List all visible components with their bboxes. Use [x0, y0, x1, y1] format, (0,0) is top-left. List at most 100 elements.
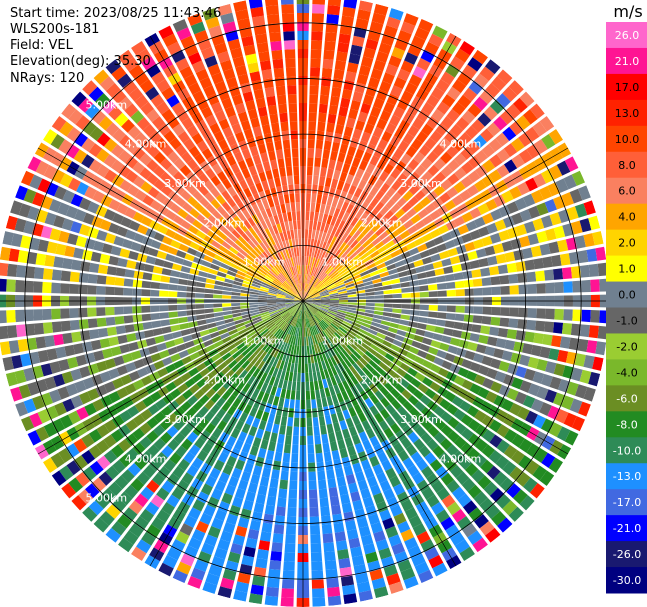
- gate-cell: [37, 349, 49, 363]
- gate-cell: [309, 76, 320, 86]
- gate-cell: [414, 561, 430, 575]
- gate-cell: [288, 289, 297, 296]
- gate-cell: [583, 354, 595, 369]
- gate-cell: [221, 201, 232, 212]
- gate-cell: [303, 309, 306, 319]
- gate-cell: [280, 284, 289, 291]
- gate-cell: [363, 123, 375, 135]
- gate-cell: [275, 233, 282, 243]
- gate-cell: [320, 296, 330, 299]
- gate-cell: [253, 398, 262, 409]
- gate-cell: [393, 483, 406, 496]
- gate-cell: [76, 181, 89, 196]
- gate-cell: [337, 286, 347, 291]
- gate-cell: [566, 381, 579, 396]
- gate-cell: [451, 508, 467, 523]
- gate-cell: [68, 177, 81, 192]
- gate-cell: [259, 476, 270, 487]
- gate-cell: [81, 433, 95, 448]
- gate-cell: [290, 344, 295, 355]
- gate-cell: [68, 109, 84, 125]
- gate-cell: [396, 394, 407, 405]
- gate-cell: [310, 276, 316, 286]
- gate-cell: [191, 132, 204, 145]
- gate-cell: [264, 218, 272, 228]
- gate-cell: [335, 430, 344, 441]
- gate-cell: [134, 94, 149, 109]
- gate-cell: [381, 130, 393, 143]
- gate-cell: [309, 372, 314, 382]
- gate-cell: [121, 119, 135, 133]
- gate-cell: [511, 433, 525, 448]
- gate-cell: [108, 222, 120, 234]
- gate-cell: [228, 475, 239, 488]
- gate-cell: [351, 254, 360, 263]
- gate-cell: [303, 301, 310, 308]
- gate-cell: [334, 60, 347, 71]
- gate-cell: [290, 202, 296, 212]
- gate-cell: [177, 285, 187, 292]
- gate-cell: [322, 213, 329, 224]
- gate-cell: [424, 263, 435, 271]
- gate-cell: [275, 318, 284, 326]
- gate-cell: [473, 96, 488, 111]
- gate-cell: [371, 356, 382, 365]
- gate-cell: [347, 237, 356, 247]
- gate-cell: [377, 348, 388, 357]
- gate-cell: [281, 312, 290, 319]
- gate-cell: [5, 371, 18, 387]
- gate-cell: [133, 232, 145, 244]
- gate-cell: [583, 386, 596, 402]
- gate-cell: [290, 363, 295, 373]
- gate-cell: [318, 479, 327, 490]
- gate-cell: [416, 131, 429, 144]
- gate-cell: [341, 456, 351, 468]
- colorbar-bin: [606, 385, 647, 412]
- gate-cell: [297, 309, 301, 319]
- gate-cell: [175, 445, 188, 458]
- gate-cell: [321, 397, 328, 408]
- gate-cell: [173, 359, 185, 370]
- gate-cell: [285, 296, 295, 300]
- gate-cell: [222, 212, 233, 223]
- gate-cell: [419, 291, 429, 298]
- gate-cell: [278, 308, 288, 314]
- gate-cell: [346, 203, 355, 214]
- gate-cell: [389, 273, 400, 280]
- gate-cell: [309, 288, 316, 295]
- gate-cell: [280, 251, 286, 261]
- gate-cell: [296, 211, 301, 221]
- gate-cell: [273, 524, 285, 535]
- gate-cell: [156, 342, 168, 352]
- gate-cell: [268, 335, 276, 344]
- gate-cell: [249, 297, 259, 300]
- gate-cell: [315, 452, 324, 463]
- gate-cell: [161, 326, 172, 334]
- gate-cell: [419, 394, 432, 406]
- gate-cell: [37, 239, 49, 253]
- gate-cell: [337, 311, 347, 316]
- gate-cell: [522, 343, 533, 355]
- gate-cell: [231, 288, 241, 293]
- gate-cell: [288, 257, 293, 267]
- gate-cell: [401, 287, 411, 293]
- gate-cell: [306, 184, 312, 194]
- gate-cell: [321, 360, 327, 370]
- gate-cell: [444, 320, 455, 329]
- gate-cell: [391, 542, 406, 556]
- gate-cell: [300, 292, 303, 301]
- gate-cell: [35, 160, 50, 176]
- gate-cell: [402, 457, 415, 470]
- gate-cell: [467, 57, 483, 72]
- gate-cell: [330, 258, 338, 267]
- gate-cell: [204, 313, 215, 319]
- gate-cell: [161, 501, 175, 516]
- gate-cell: [495, 253, 507, 264]
- gate-cell: [234, 487, 246, 500]
- gate-cell: [136, 471, 151, 485]
- gate-cell: [262, 316, 272, 323]
- gate-cell: [440, 151, 453, 164]
- gate-cell: [392, 235, 403, 245]
- gate-cell: [315, 139, 324, 150]
- gate-cell: [303, 292, 306, 301]
